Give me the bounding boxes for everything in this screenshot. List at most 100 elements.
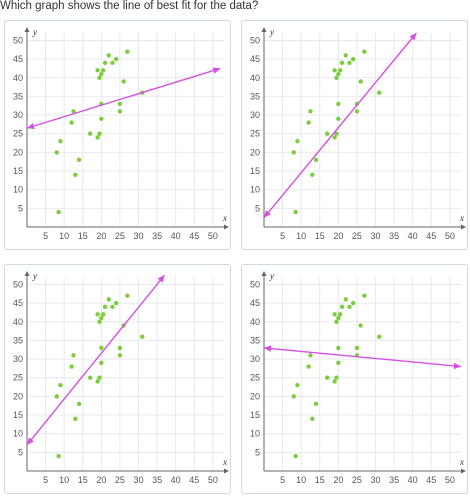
data-point bbox=[100, 68, 106, 73]
data-point bbox=[97, 75, 102, 80]
x-tick-label: 20 bbox=[333, 231, 343, 241]
x-tick-label: 15 bbox=[315, 231, 325, 241]
answer-option-3[interactable]: x y 5 10 15 20 25 30 35 40 45 50 5 10 15 20 25 30 35 40 45 50 bbox=[4, 264, 231, 494]
y-tick-label: 40 bbox=[250, 317, 260, 327]
x-tick-label: 50 bbox=[445, 231, 455, 241]
data-point bbox=[114, 300, 119, 306]
data-point bbox=[295, 138, 300, 144]
line-arrow-end-icon bbox=[453, 362, 461, 370]
x-tick-label: 35 bbox=[389, 475, 399, 485]
answer-option-2[interactable]: x y 5 10 15 20 25 30 35 40 45 50 5 10 15 20 25 30 35 40 45 50 bbox=[241, 20, 468, 250]
data-point bbox=[313, 401, 319, 407]
data-point bbox=[121, 79, 126, 84]
y-tick-label: 20 bbox=[13, 391, 23, 401]
data-point bbox=[69, 364, 74, 369]
y-tick-label: 25 bbox=[250, 373, 260, 383]
data-point bbox=[337, 68, 343, 73]
y-tick-label: 10 bbox=[250, 185, 260, 195]
x-tick-label: 15 bbox=[78, 475, 88, 485]
data-point bbox=[76, 401, 82, 407]
data-point bbox=[117, 109, 123, 114]
x-axis-arrow-icon bbox=[461, 224, 466, 230]
data-point bbox=[71, 109, 76, 114]
y-tick-label: 10 bbox=[13, 429, 23, 439]
x-tick-label: 40 bbox=[171, 475, 181, 485]
x-tick-label: 30 bbox=[371, 475, 381, 485]
y-axis-label: y bbox=[32, 271, 37, 281]
y-tick-label: 50 bbox=[13, 279, 23, 289]
data-point bbox=[110, 60, 115, 66]
data-point bbox=[306, 364, 311, 369]
y-axis-arrow-icon bbox=[24, 271, 30, 276]
line-arrow-start-icon bbox=[264, 345, 272, 352]
data-point bbox=[336, 71, 341, 77]
line-arrow-end-icon bbox=[212, 67, 221, 74]
y-tick-label: 10 bbox=[250, 429, 260, 439]
data-point bbox=[117, 345, 123, 351]
data-point bbox=[56, 453, 61, 459]
y-axis-arrow-icon bbox=[261, 27, 267, 32]
answer-option-4[interactable]: x y 5 10 15 20 25 30 35 40 45 50 5 10 15 20 25 30 35 40 45 50 bbox=[241, 264, 468, 494]
y-tick-label: 40 bbox=[13, 73, 23, 83]
x-tick-label: 5 bbox=[43, 475, 48, 485]
y-tick-label: 45 bbox=[13, 54, 23, 64]
data-point bbox=[73, 172, 78, 177]
fit-line bbox=[26, 274, 166, 446]
data-point bbox=[332, 135, 337, 140]
x-tick-label: 45 bbox=[426, 475, 436, 485]
data-point bbox=[95, 68, 100, 73]
data-point bbox=[71, 353, 76, 358]
data-point bbox=[99, 360, 104, 366]
x-tick-label: 35 bbox=[152, 475, 162, 485]
data-point bbox=[125, 49, 130, 54]
y-tick-label: 25 bbox=[250, 129, 260, 139]
data-point bbox=[73, 416, 78, 421]
fit-line bbox=[263, 32, 417, 219]
y-tick-label: 30 bbox=[13, 110, 23, 120]
data-point bbox=[334, 75, 339, 80]
x-tick-label: 10 bbox=[59, 475, 69, 485]
y-tick-label: 25 bbox=[13, 129, 23, 139]
x-tick-label: 10 bbox=[296, 231, 306, 241]
data-point bbox=[362, 293, 367, 298]
data-point bbox=[100, 312, 106, 317]
data-point bbox=[313, 157, 319, 163]
y-tick-label: 15 bbox=[250, 410, 260, 420]
fit-line bbox=[263, 347, 462, 368]
data-point bbox=[354, 109, 360, 114]
y-tick-label: 35 bbox=[250, 91, 260, 101]
x-tick-label: 35 bbox=[389, 231, 399, 241]
data-point bbox=[334, 319, 339, 324]
data-point bbox=[295, 382, 300, 388]
data-point bbox=[336, 101, 341, 107]
line-arrow-start-icon bbox=[264, 210, 271, 218]
answer-option-1[interactable]: x y 5 10 15 20 25 30 35 40 45 50 5 10 15 20 25 30 35 40 45 50 bbox=[4, 20, 231, 250]
data-point bbox=[354, 345, 360, 351]
x-axis-arrow-icon bbox=[461, 468, 466, 474]
data-point bbox=[377, 334, 382, 339]
data-point bbox=[87, 375, 93, 380]
y-tick-label: 30 bbox=[250, 354, 260, 364]
x-tick-label: 35 bbox=[152, 231, 162, 241]
data-point bbox=[99, 315, 104, 321]
x-tick-label: 15 bbox=[315, 475, 325, 485]
x-tick-label: 20 bbox=[96, 475, 106, 485]
x-tick-label: 15 bbox=[78, 231, 88, 241]
y-axis-label: y bbox=[269, 271, 274, 281]
x-tick-label: 5 bbox=[280, 231, 285, 241]
data-point bbox=[99, 116, 104, 122]
line-arrow-start-icon bbox=[27, 437, 34, 445]
y-tick-label: 45 bbox=[13, 298, 23, 308]
data-point bbox=[339, 304, 345, 310]
data-point bbox=[336, 345, 341, 351]
x-tick-label: 50 bbox=[445, 475, 455, 485]
x-tick-label: 40 bbox=[171, 231, 181, 241]
data-point bbox=[58, 138, 63, 144]
data-point bbox=[102, 304, 108, 310]
y-tick-label: 30 bbox=[13, 354, 23, 364]
data-point bbox=[308, 109, 313, 114]
y-tick-label: 10 bbox=[13, 185, 23, 195]
data-point bbox=[95, 312, 100, 317]
data-point bbox=[343, 297, 348, 302]
x-tick-label: 50 bbox=[208, 475, 218, 485]
